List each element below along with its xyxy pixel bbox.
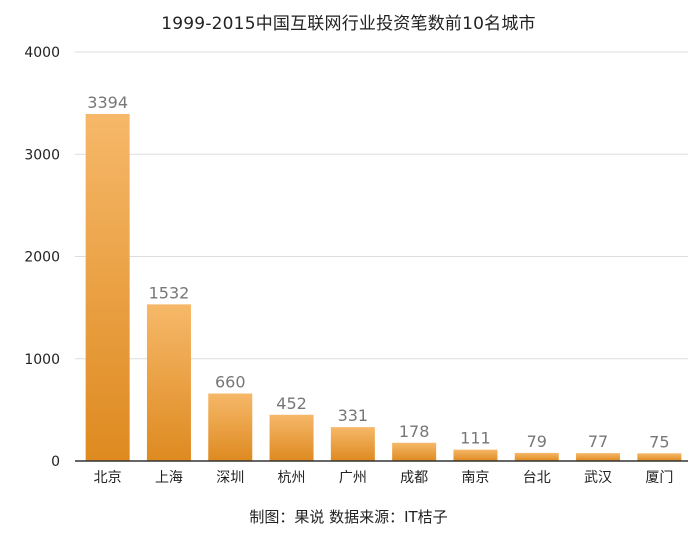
y-tick-label: 3000 [24, 147, 60, 163]
data-labels: 3394 1532 660 452 331 178 111 79 77 75 [87, 93, 669, 451]
data-label: 75 [649, 432, 669, 451]
data-label: 660 [215, 373, 246, 392]
bar [576, 453, 621, 461]
chart-title: 1999-2015中国互联网行业投资笔数前10名城市 [161, 14, 536, 34]
category-label: 广州 [339, 470, 367, 486]
data-label: 452 [276, 394, 307, 413]
y-tick-label: 2000 [24, 250, 60, 266]
y-tick-label: 0 [51, 454, 60, 470]
bar [146, 304, 191, 461]
chart-caption: 制图：果说 数据来源：IT桔子 [249, 508, 448, 526]
data-label: 1532 [149, 283, 190, 302]
bar [514, 452, 559, 461]
data-label: 3394 [87, 93, 128, 112]
category-label: 厦门 [645, 470, 673, 486]
y-tick-label: 4000 [24, 45, 60, 61]
category-label: 南京 [461, 470, 489, 486]
bar [85, 113, 130, 461]
category-label: 上海 [155, 470, 183, 486]
data-label: 331 [338, 406, 369, 425]
data-label: 111 [460, 429, 491, 448]
data-label: 79 [527, 432, 547, 451]
bar [208, 393, 253, 461]
data-label: 77 [588, 432, 608, 451]
category-label: 成都 [400, 470, 428, 486]
data-label: 178 [399, 422, 430, 441]
y-tick-label: 1000 [24, 352, 60, 368]
category-label: 深圳 [216, 470, 244, 486]
bar [330, 427, 375, 461]
category-label: 北京 [94, 470, 122, 486]
x-axis-categories: 北京 上海 深圳 杭州 广州 成都 南京 台北 武汉 厦门 [94, 470, 674, 486]
bar [269, 414, 314, 461]
bar [453, 449, 498, 461]
category-label: 台北 [523, 470, 551, 486]
y-axis-ticks: 0 1000 2000 3000 4000 [24, 45, 60, 470]
category-label: 武汉 [584, 470, 612, 486]
bar [392, 442, 437, 461]
bar [637, 453, 682, 461]
bars [85, 113, 682, 461]
category-label: 杭州 [278, 470, 306, 486]
